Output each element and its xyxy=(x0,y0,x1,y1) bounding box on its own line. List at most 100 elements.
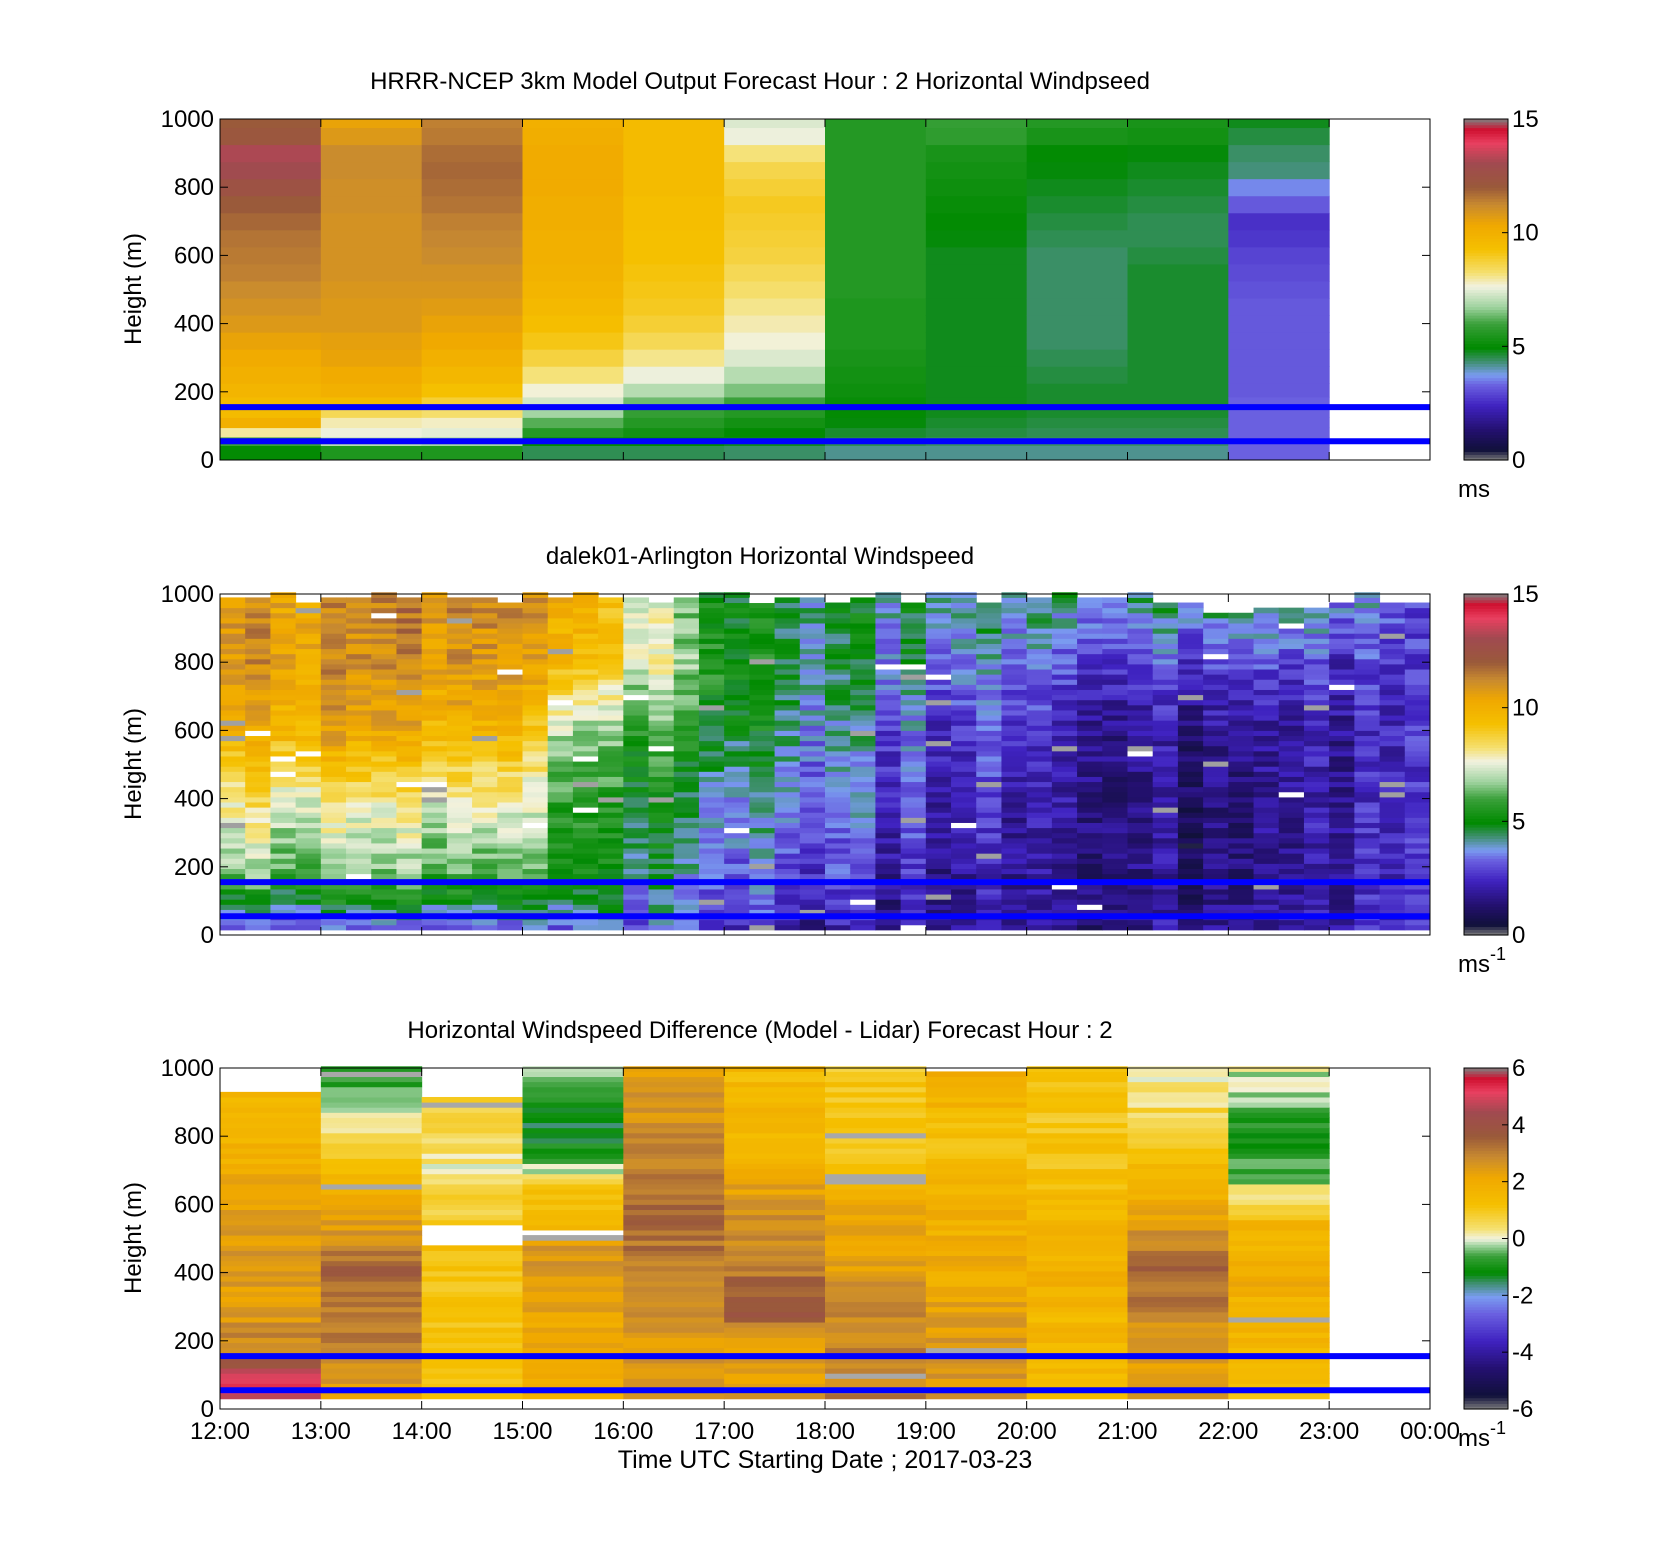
heatmap-cell xyxy=(572,684,599,690)
heatmap-cell xyxy=(825,894,851,900)
heatmap-cell xyxy=(245,853,271,859)
heatmap-cell xyxy=(320,1127,423,1134)
heatmap-cell xyxy=(623,1260,725,1267)
heatmap-cell xyxy=(295,924,322,931)
colorbar-swatch xyxy=(1464,1210,1508,1214)
heatmap-cell xyxy=(245,704,271,711)
heatmap-cell xyxy=(925,1158,1028,1164)
heatmap-cell xyxy=(673,730,700,737)
colorbar-swatch xyxy=(1464,1184,1508,1188)
heatmap-cell xyxy=(850,740,876,747)
heatmap-cell xyxy=(320,1373,423,1379)
colorbar-unit-exponent: -1 xyxy=(1490,1418,1506,1438)
heatmap-cell xyxy=(446,904,473,910)
heatmap-cell xyxy=(1001,715,1028,721)
heatmap-cell xyxy=(472,755,498,762)
heatmap-cell xyxy=(522,1143,624,1149)
heatmap-cell xyxy=(1253,771,1280,777)
heatmap-cell xyxy=(320,1224,423,1231)
heatmap-cell xyxy=(371,924,397,931)
colorbar-swatch xyxy=(1464,425,1508,430)
heatmap-cell xyxy=(1001,730,1028,737)
heatmap-cell xyxy=(245,709,271,716)
colorbar-tick-label: 15 xyxy=(1512,581,1539,608)
heatmap-cell xyxy=(1026,1306,1128,1313)
heatmap-cell xyxy=(1026,781,1053,788)
heatmap-cell xyxy=(295,720,322,726)
heatmap-cell xyxy=(1026,1163,1128,1170)
y-tick-label: 0 xyxy=(201,447,214,474)
heatmap-cell xyxy=(522,750,549,757)
heatmap-cell xyxy=(1127,178,1229,197)
heatmap-cell xyxy=(1077,776,1103,783)
heatmap-cell xyxy=(1228,679,1255,685)
colorbar-swatch xyxy=(1464,755,1508,760)
heatmap-cell xyxy=(320,1086,423,1093)
heatmap-cell xyxy=(421,653,448,660)
heatmap-cell xyxy=(951,704,977,711)
heatmap-cell xyxy=(623,894,650,900)
heatmap-cell xyxy=(421,1327,523,1333)
heatmap-cell xyxy=(875,848,902,854)
heatmap-cell xyxy=(724,807,750,813)
heatmap-cell xyxy=(572,899,599,905)
heatmap-cell xyxy=(371,883,397,890)
heatmap-cell xyxy=(724,684,750,690)
heatmap-cell xyxy=(1026,280,1128,299)
heatmap-cell xyxy=(724,832,750,839)
heatmap-cell xyxy=(1001,622,1028,629)
heatmap-cell xyxy=(572,694,599,701)
heatmap-cell xyxy=(825,1393,927,1400)
heatmap-cell xyxy=(1354,924,1381,931)
heatmap-cell xyxy=(925,919,952,926)
heatmap-cell xyxy=(900,720,927,726)
heatmap-cell xyxy=(1253,827,1280,834)
heatmap-cell xyxy=(320,745,347,752)
heatmap-cell xyxy=(774,704,801,711)
heatmap-cell xyxy=(825,1163,927,1170)
colorbar-swatch xyxy=(1464,141,1508,146)
heatmap-cell xyxy=(245,766,271,772)
colorbar-swatch xyxy=(1464,315,1508,319)
heatmap-cell xyxy=(421,622,448,629)
heatmap-cell xyxy=(1102,761,1128,767)
colorbar-swatch xyxy=(1464,690,1508,695)
heatmap-cell xyxy=(1127,1368,1229,1374)
heatmap-cell xyxy=(1177,807,1204,813)
heatmap-cell xyxy=(245,628,271,634)
heatmap-cell xyxy=(320,802,347,808)
heatmap-cell xyxy=(572,740,599,747)
colorbar-swatch xyxy=(1464,400,1508,404)
heatmap-cell xyxy=(1228,791,1255,798)
heatmap-cell xyxy=(421,827,448,834)
heatmap-cell xyxy=(1329,807,1355,813)
heatmap-cell xyxy=(1127,1148,1229,1154)
heatmap-cell xyxy=(1001,704,1028,711)
heatmap-cell xyxy=(774,628,801,634)
heatmap-cell xyxy=(648,827,675,834)
heatmap-cell xyxy=(698,924,725,931)
heatmap-cell xyxy=(825,786,851,793)
heatmap-cell xyxy=(976,602,1002,609)
heatmap-cell xyxy=(1127,1219,1229,1226)
colorbar-swatch xyxy=(1464,374,1508,379)
heatmap-cell xyxy=(1329,720,1355,726)
heatmap-cell xyxy=(825,1316,927,1323)
heatmap-cell xyxy=(270,648,297,655)
heatmap-cell xyxy=(1404,740,1431,747)
colorbar-swatch xyxy=(1464,329,1508,333)
heatmap-cell xyxy=(396,909,423,916)
heatmap-cell xyxy=(724,883,750,890)
colorbar-swatch xyxy=(1464,1238,1508,1242)
heatmap-cell xyxy=(421,694,448,701)
heatmap-cell xyxy=(1026,1102,1128,1108)
heatmap-cell xyxy=(623,837,650,844)
heatmap-cell xyxy=(724,212,826,231)
heatmap-cell xyxy=(1102,720,1128,726)
heatmap-cell xyxy=(497,617,523,624)
heatmap-cell xyxy=(446,735,473,742)
heatmap-cell xyxy=(799,904,826,910)
heatmap-cell xyxy=(774,894,801,900)
heatmap-cell xyxy=(925,812,952,818)
heatmap-cell xyxy=(1127,1199,1229,1205)
